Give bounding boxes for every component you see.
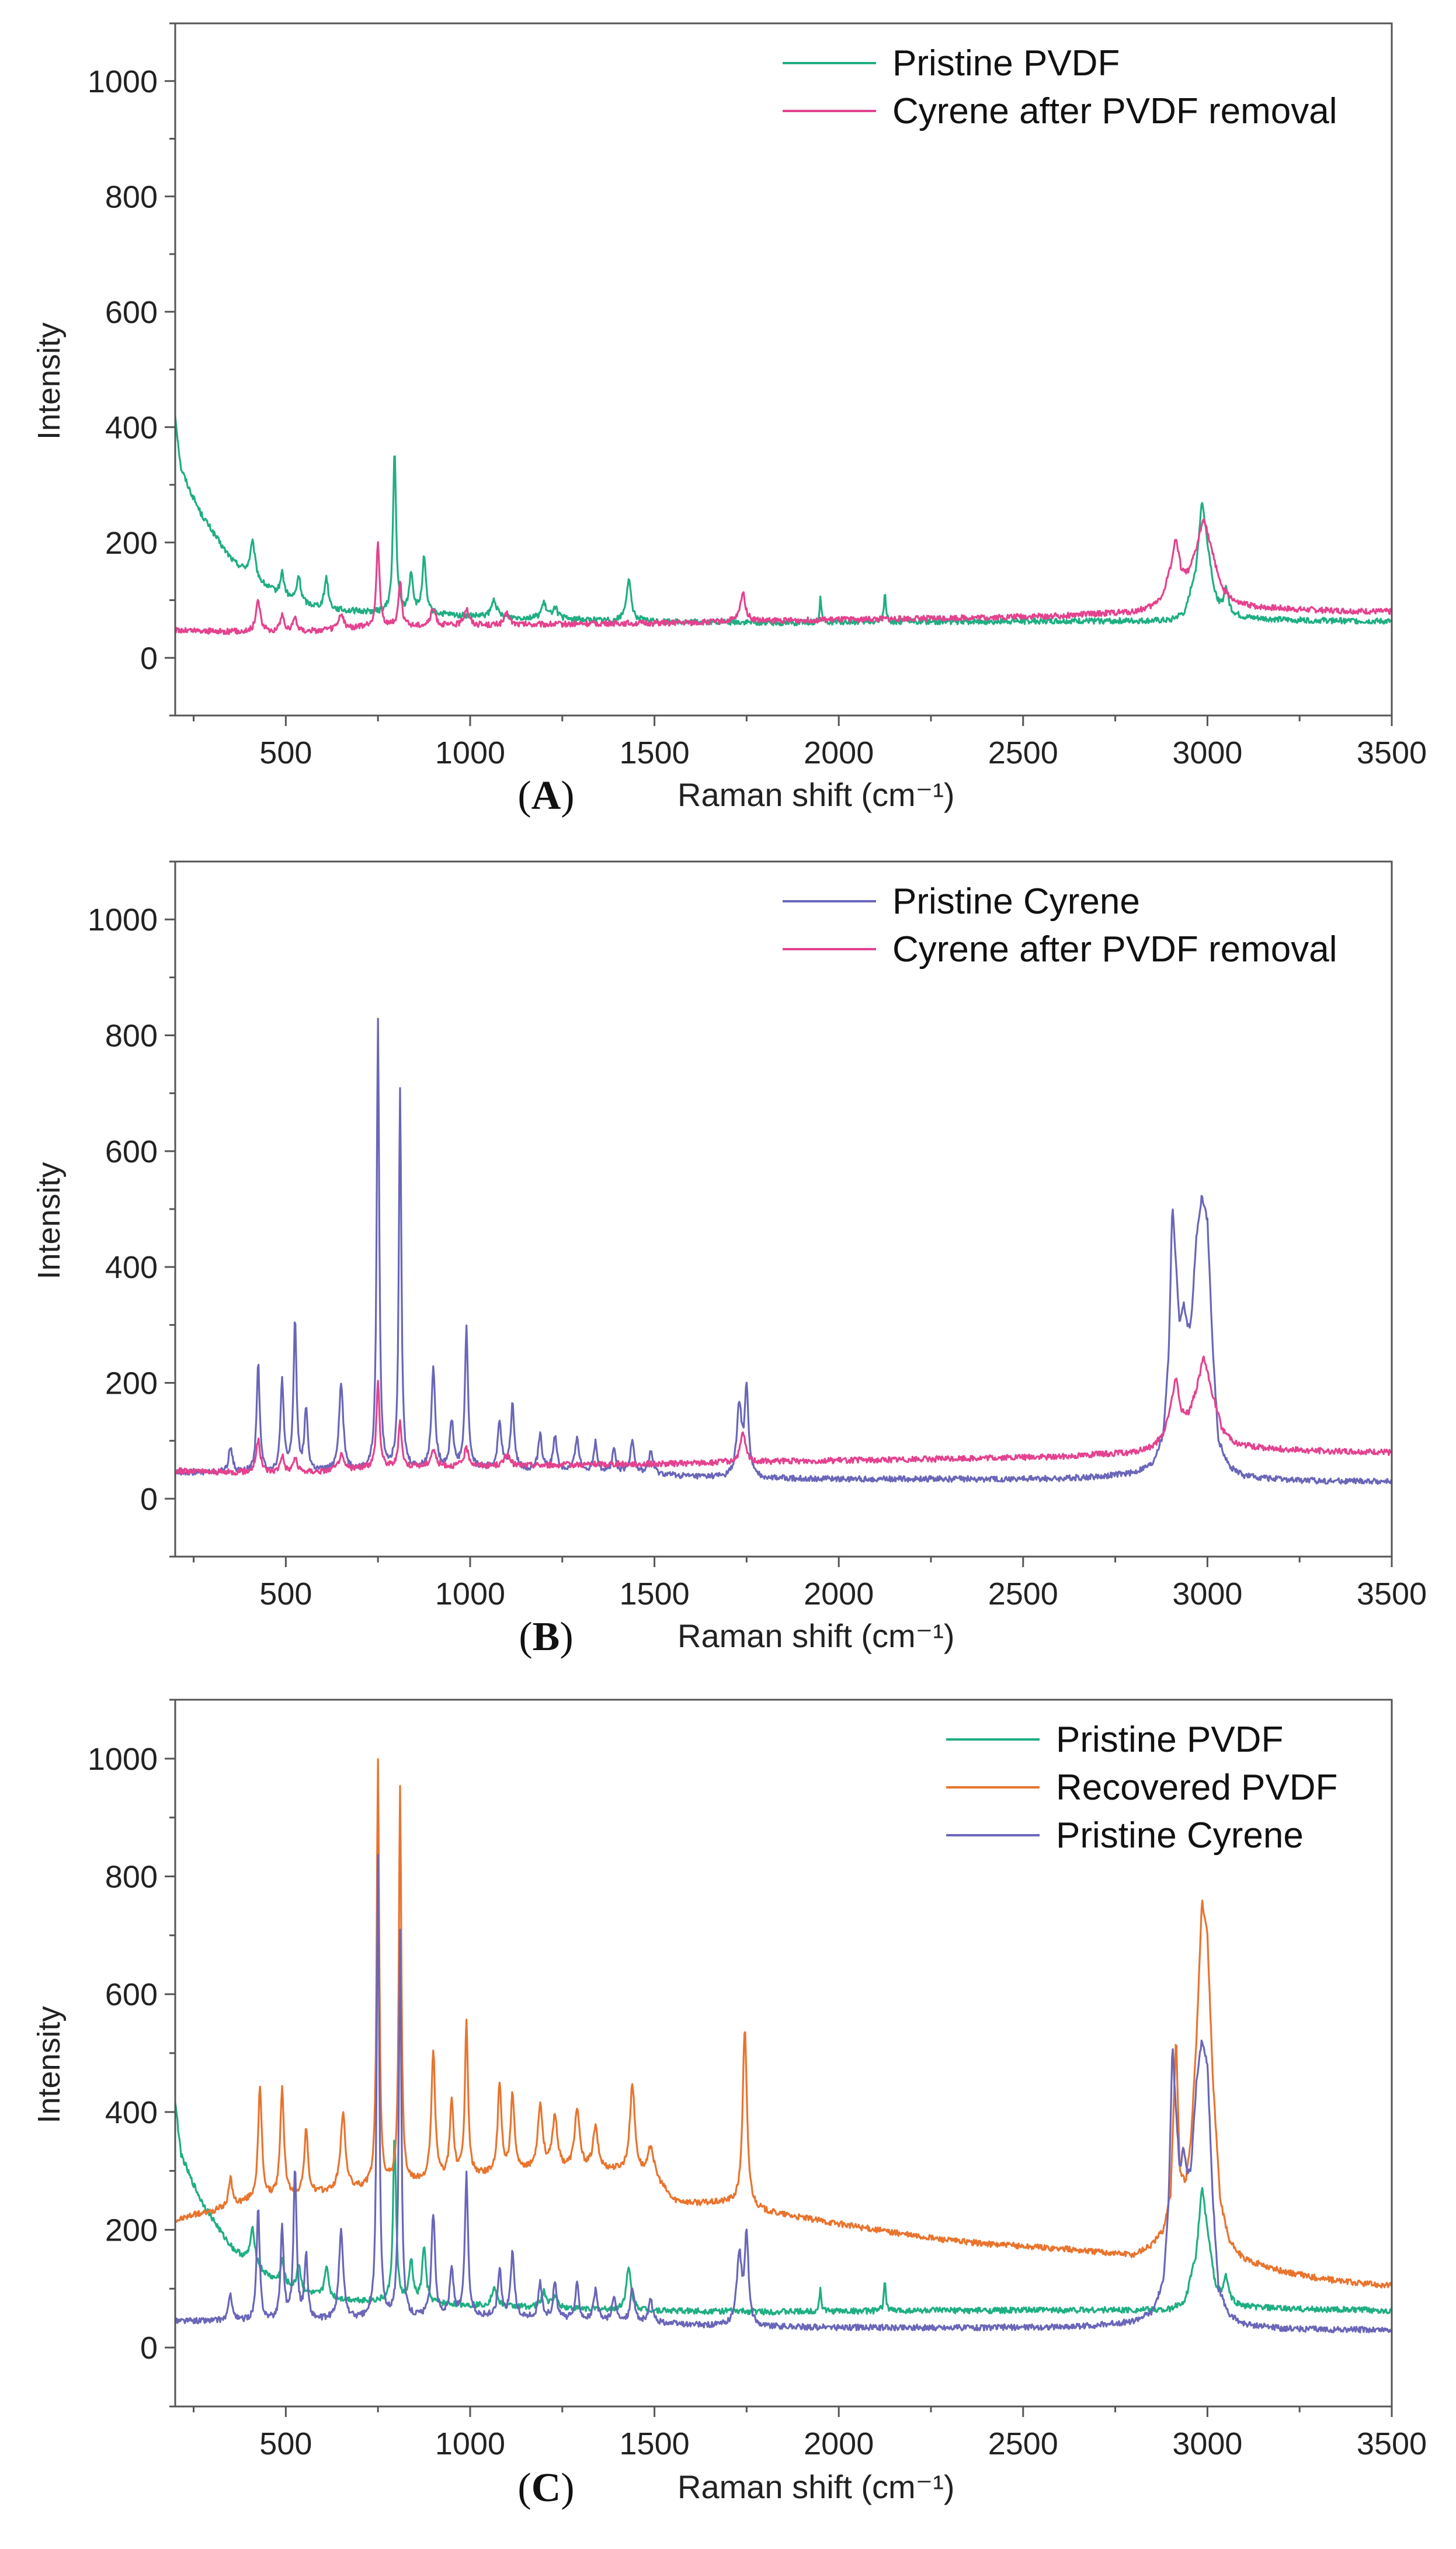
y-axis-label: Intensity [32,1162,67,1279]
x-tick-label: 3000 [1172,2426,1242,2461]
x-tick-label: 1000 [435,2426,505,2461]
legend-label: Pristine PVDF [892,43,1120,84]
x-tick-label: 2000 [804,1576,874,1612]
x-axis-label: Raman shift (cm⁻¹) [677,2468,955,2505]
y-tick-label: 200 [105,1366,158,1401]
y-tick-label: 800 [105,1860,158,1895]
chart-panel-b: 0 200 400 600 800 1000 500 1000 1500 2000 2500 3000… [32,860,1427,1659]
x-tick-label: 3500 [1357,1576,1427,1612]
x-tick-label: 1500 [620,735,690,770]
y-tick-label: 400 [105,2095,158,2130]
y-tick-label: 600 [105,1134,158,1169]
panel-label: (A) [517,773,574,818]
chart-panel-a: 0 200 400 600 800 1000 500 1000 1500 2000 2500 3000… [32,22,1427,818]
y-tick-label: 0 [140,641,158,676]
y-tick-label: 800 [105,1019,158,1054]
y-tick-label: 400 [105,410,158,445]
y-tick-label: 0 [140,2331,158,2366]
x-tick-label: 1000 [435,735,505,770]
x-tick-label: 3000 [1172,1576,1242,1612]
series-line-pristine-pvdf [175,2102,1392,2316]
series-line-pristine-cyrene [175,1017,1392,1485]
legend-label: Pristine Cyrene [892,881,1140,922]
y-axis-label: Intensity [32,322,67,440]
x-tick-label: 500 [259,2426,312,2461]
y-axis-label: Intensity [32,2006,67,2123]
y-tick-label: 600 [105,295,158,330]
series-line-pristine-cyrene [175,1854,1392,2333]
x-tick-label: 2500 [988,2426,1058,2461]
y-tick-label: 1000 [88,64,158,99]
y-tick-label: 0 [140,1482,158,1517]
y-tick-label: 1000 [88,1742,158,1777]
x-tick-label: 500 [259,735,312,770]
y-tick-label: 1000 [88,902,158,937]
x-tick-label: 3500 [1357,2426,1427,2461]
x-tick-label: 2500 [988,735,1058,770]
x-tick-label: 3500 [1357,735,1427,770]
y-tick-label: 600 [105,1977,158,2012]
x-tick-label: 2000 [804,735,874,770]
x-tick-label: 1000 [435,1576,505,1612]
x-tick-label: 2000 [804,2426,874,2461]
legend-label: Pristine Cyrene [1056,1815,1304,1856]
legend-label: Pristine PVDF [1056,1720,1283,1760]
chart-panel-c: 0 200 400 600 800 1000 500 1000 1500 2000 2500 3000… [32,1699,1427,2510]
panel-label: (B) [519,1614,573,1659]
legend-label: Cyrene after PVDF removal [892,929,1337,970]
x-tick-label: 500 [259,1576,312,1612]
x-tick-label: 1500 [620,2426,690,2461]
x-tick-label: 2500 [988,1576,1058,1612]
series-line-pristine-pvdf [175,416,1392,627]
legend-label: Recovered PVDF [1056,1767,1337,1808]
x-axis-label: Raman shift (cm⁻¹) [677,1617,955,1654]
y-tick-label: 800 [105,179,158,214]
series-line-recovered-pvdf [175,1758,1392,2289]
series-line-cyrene-after-pvdf-removal [175,518,1392,635]
x-axis-label: Raman shift (cm⁻¹) [677,776,955,813]
x-tick-label: 1500 [620,1576,690,1612]
panel-label: (C) [517,2465,574,2510]
y-tick-label: 200 [105,2213,158,2248]
legend-label: Cyrene after PVDF removal [892,91,1337,131]
series-line-cyrene-after-pvdf-removal [175,1355,1392,1476]
y-tick-label: 400 [105,1250,158,1285]
x-tick-label: 3000 [1172,735,1242,770]
y-tick-label: 200 [105,526,158,561]
